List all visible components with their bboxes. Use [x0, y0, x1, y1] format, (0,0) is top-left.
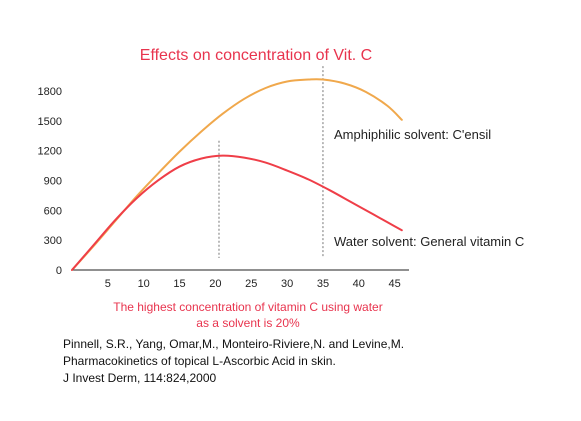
- x-tick-45: 45: [389, 278, 401, 290]
- x-tick-10: 10: [138, 278, 150, 290]
- series-label-amphiphilic: Amphiphilic solvent: C'ensil: [334, 127, 491, 142]
- markers: [218, 66, 324, 258]
- series-lines: [71, 78, 403, 271]
- y-tick-1200: 1200: [38, 146, 62, 158]
- x-tick-20: 20: [209, 278, 221, 290]
- x-tick-5: 5: [105, 278, 111, 290]
- x-tick-25: 25: [245, 278, 257, 290]
- x-tick-labels: 5 10 15 20 25 30 35 40 45: [105, 278, 401, 290]
- citation-line-2: Pharmacokinetics of topical L-Ascorbic A…: [63, 354, 336, 368]
- citation-line-1: Pinnell, S.R., Yang, Omar,M., Monteiro-R…: [63, 337, 405, 351]
- y-tick-300: 300: [44, 235, 62, 247]
- y-tick-0: 0: [56, 265, 62, 277]
- y-tick-1500: 1500: [38, 116, 62, 128]
- y-tick-900: 900: [44, 175, 62, 187]
- note-line-2: as a solvent is 20%: [196, 316, 300, 330]
- x-tick-15: 15: [173, 278, 185, 290]
- citation-line-3: J Invest Derm, 114:824,2000: [63, 371, 217, 385]
- series-label-water: Water solvent: General vitamin C: [334, 234, 524, 249]
- citation: Pinnell, S.R., Yang, Omar,M., Monteiro-R…: [63, 336, 543, 387]
- x-tick-40: 40: [353, 278, 365, 290]
- y-tick-600: 600: [44, 205, 62, 217]
- x-tick-35: 35: [317, 278, 329, 290]
- chart-title: Effects on concentration of Vit. C: [140, 47, 372, 64]
- x-tick-30: 30: [281, 278, 293, 290]
- y-tick-labels: 0 300 600 900 1200 1500 1800: [38, 86, 62, 277]
- y-tick-1800: 1800: [38, 86, 62, 98]
- note-line-1: The highest concentration of vitamin C u…: [113, 300, 382, 314]
- series-line-water: [71, 154, 403, 271]
